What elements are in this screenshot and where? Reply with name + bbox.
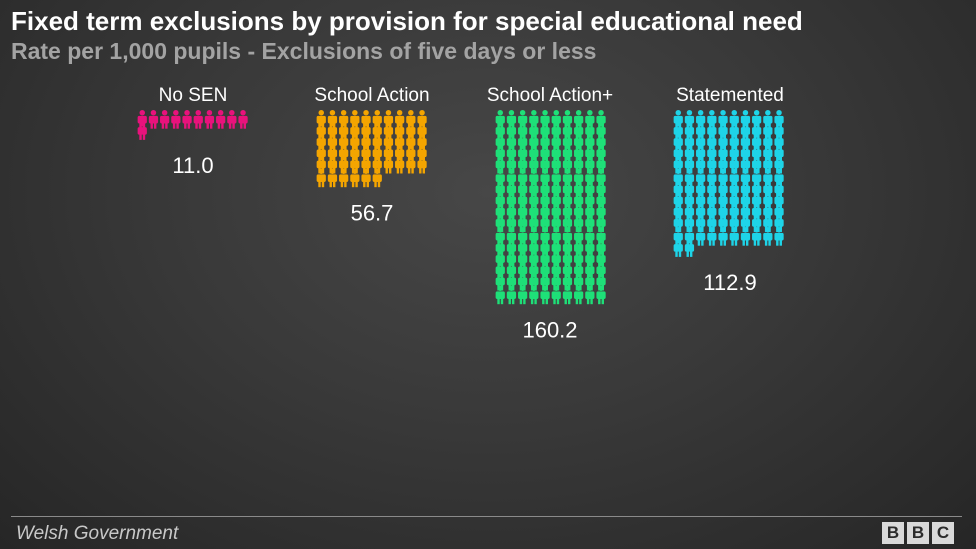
person-icon xyxy=(551,285,561,305)
category-label: School Action xyxy=(314,85,429,106)
person-icon xyxy=(417,154,427,174)
value-label: 11.0 xyxy=(172,153,213,178)
person-icon xyxy=(316,168,326,188)
category-label: No SEN xyxy=(159,85,228,106)
person-icon xyxy=(327,168,338,188)
person-icon xyxy=(137,121,147,140)
chart-subtitle: Rate per 1,000 pupils - Exclusions of fi… xyxy=(11,38,597,64)
person-icon xyxy=(585,285,595,305)
person-icon xyxy=(562,285,573,305)
person-icon xyxy=(707,227,717,246)
person-icon xyxy=(718,227,728,246)
person-icon xyxy=(361,168,371,188)
person-icon xyxy=(506,285,517,305)
source-credit: Welsh Government xyxy=(16,523,179,544)
person-icon xyxy=(684,238,695,257)
category-label: School Action+ xyxy=(487,85,613,106)
value-label: 160.2 xyxy=(522,318,577,343)
bbc-logo-letter: C xyxy=(932,522,954,544)
person-icon xyxy=(372,168,382,188)
person-icon xyxy=(238,110,248,129)
person-icon xyxy=(227,110,237,129)
person-icon xyxy=(383,154,394,174)
footer-divider xyxy=(11,516,962,517)
person-icon xyxy=(673,238,683,257)
person-icon xyxy=(596,285,606,305)
person-icon xyxy=(216,110,226,129)
person-icon xyxy=(495,285,505,305)
person-icon xyxy=(406,154,416,174)
person-icon xyxy=(696,227,706,246)
person-icon xyxy=(774,227,784,246)
person-icon xyxy=(529,285,539,305)
person-icon xyxy=(540,285,550,305)
person-icon xyxy=(160,110,170,129)
person-icon xyxy=(574,285,584,305)
person-icon xyxy=(395,154,405,174)
person-icon xyxy=(763,227,773,246)
value-label: 112.9 xyxy=(703,270,756,295)
bbc-logo-letter: B xyxy=(882,522,904,544)
person-icon xyxy=(740,227,751,246)
bbc-logo-letter: B xyxy=(907,522,929,544)
person-icon xyxy=(729,227,739,246)
person-icon xyxy=(148,110,159,129)
bbc-logo: B B C xyxy=(882,522,954,544)
person-icon xyxy=(518,285,528,305)
person-icon xyxy=(350,168,360,188)
person-icon xyxy=(171,110,181,129)
person-icon xyxy=(752,227,762,246)
person-icon xyxy=(204,110,215,129)
category-label: Statemented xyxy=(676,85,784,106)
person-icon xyxy=(339,168,349,188)
chart-title: Fixed term exclusions by provision for s… xyxy=(11,6,803,36)
person-icon xyxy=(193,110,203,129)
value-label: 56.7 xyxy=(351,201,394,226)
person-icon xyxy=(182,110,192,129)
